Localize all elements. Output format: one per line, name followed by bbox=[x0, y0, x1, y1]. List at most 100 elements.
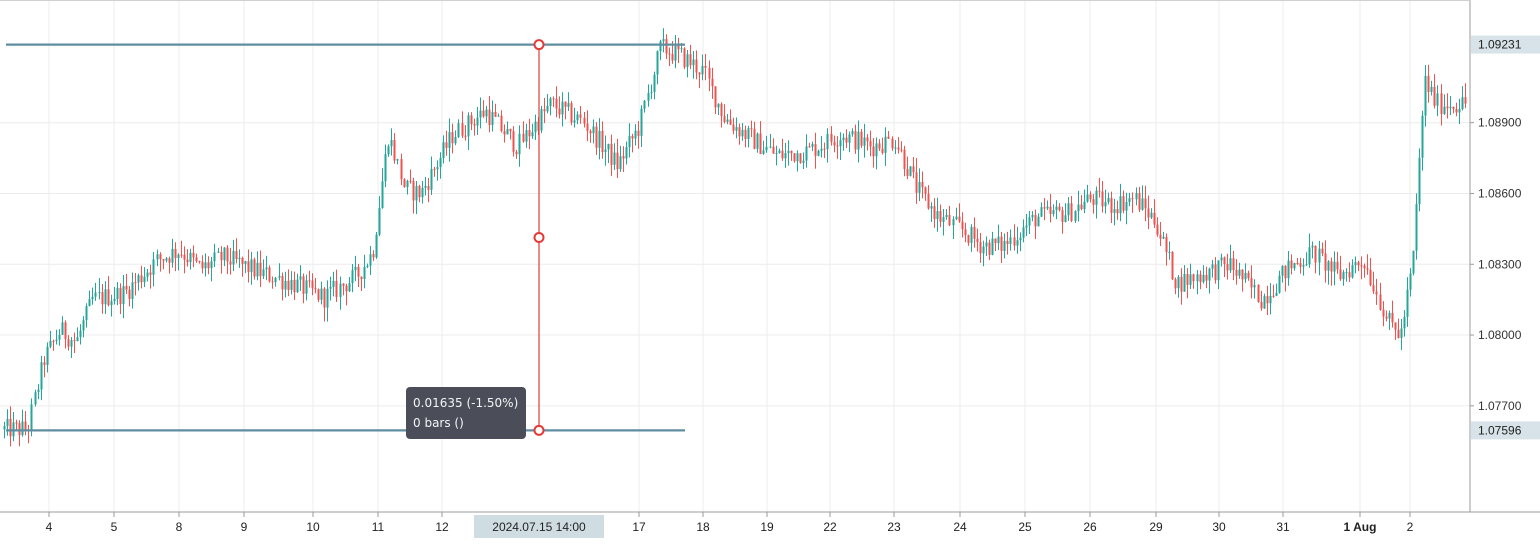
candle-body bbox=[625, 147, 628, 159]
measure-handle[interactable] bbox=[533, 231, 545, 243]
measure-handle[interactable] bbox=[533, 424, 545, 436]
candle-body bbox=[143, 276, 146, 283]
y-tick-label: 1.08600 bbox=[1478, 186, 1522, 200]
candle-body bbox=[979, 242, 982, 254]
candle-body bbox=[259, 262, 262, 277]
candle-body bbox=[759, 133, 762, 154]
candle-body bbox=[235, 250, 238, 260]
candle-body bbox=[37, 389, 40, 393]
candle-body bbox=[281, 276, 284, 290]
candle-body bbox=[387, 146, 390, 155]
candle-body bbox=[1208, 268, 1211, 281]
x-tick-label: 12 bbox=[435, 520, 449, 534]
candle-body bbox=[140, 275, 143, 283]
candle-body bbox=[232, 250, 235, 265]
candle-body bbox=[409, 180, 412, 182]
candle-body bbox=[1046, 206, 1049, 209]
candle-body bbox=[744, 129, 747, 140]
candle-body bbox=[528, 130, 531, 137]
candle-body bbox=[357, 266, 360, 277]
candle-body bbox=[162, 259, 165, 261]
candle-body bbox=[137, 275, 140, 283]
candle-body bbox=[1104, 202, 1107, 207]
candle-body bbox=[400, 159, 403, 180]
candle-body bbox=[689, 54, 692, 66]
candle-body bbox=[802, 160, 805, 163]
candle-body bbox=[1080, 204, 1083, 210]
candle-body bbox=[378, 208, 381, 235]
candle-body bbox=[82, 320, 85, 331]
candle-body bbox=[1006, 240, 1009, 244]
candle-body bbox=[799, 153, 802, 163]
candle-body bbox=[317, 289, 320, 300]
candle-body bbox=[637, 130, 640, 136]
candle-body bbox=[1357, 262, 1360, 266]
candle-body bbox=[393, 139, 396, 161]
candle-body bbox=[64, 322, 67, 340]
candle-body bbox=[576, 114, 579, 121]
candle-body bbox=[878, 143, 881, 149]
candle-body bbox=[1107, 197, 1110, 203]
candle-body bbox=[107, 289, 110, 306]
candle-body bbox=[961, 221, 964, 230]
candle-body bbox=[1443, 106, 1446, 114]
measure-handle[interactable] bbox=[533, 39, 545, 51]
candle-body bbox=[857, 131, 860, 150]
x-tick-label: 22 bbox=[823, 520, 837, 534]
price-label-high-bg bbox=[1471, 35, 1540, 54]
x-tick-label: 24 bbox=[953, 520, 967, 534]
candle-body bbox=[424, 186, 427, 188]
candle-body bbox=[1177, 276, 1180, 289]
candle-body bbox=[598, 130, 601, 148]
candle-body bbox=[866, 137, 869, 142]
candle-body bbox=[1074, 211, 1077, 221]
candle-body bbox=[973, 226, 976, 239]
candle-body bbox=[1180, 276, 1183, 292]
candle-body bbox=[94, 292, 97, 297]
candle-body bbox=[314, 288, 317, 290]
candle-body bbox=[1333, 261, 1336, 272]
candle-body bbox=[220, 251, 223, 261]
candle-body bbox=[506, 128, 509, 135]
candle-body bbox=[9, 418, 12, 437]
candle-body bbox=[1354, 262, 1357, 266]
x-tick-label: 23 bbox=[887, 520, 901, 534]
candle-body bbox=[1363, 265, 1366, 269]
candle-body bbox=[369, 254, 372, 266]
candle-body bbox=[796, 153, 799, 162]
candle-body bbox=[195, 257, 198, 261]
candle-body bbox=[1131, 198, 1134, 200]
x-tick-label: 8 bbox=[176, 520, 183, 534]
candle-body bbox=[631, 136, 634, 139]
candle-body bbox=[436, 167, 439, 170]
candle-body bbox=[67, 339, 70, 347]
candle-body bbox=[656, 51, 659, 75]
candle-body bbox=[183, 254, 186, 260]
candle-body bbox=[113, 299, 116, 302]
candle-body bbox=[781, 150, 784, 159]
candle-body bbox=[1055, 206, 1058, 211]
candle-body bbox=[1025, 225, 1028, 228]
candle-body bbox=[790, 150, 793, 154]
candle-body bbox=[674, 45, 677, 61]
candle-body bbox=[1217, 260, 1220, 281]
candle-body bbox=[1165, 236, 1168, 253]
candle-body bbox=[79, 330, 82, 338]
candle-body bbox=[1150, 212, 1153, 218]
candle-body bbox=[765, 146, 768, 151]
candle-body bbox=[1064, 215, 1067, 222]
candle-body bbox=[134, 282, 137, 284]
candle-body bbox=[201, 261, 204, 269]
candle-body bbox=[406, 180, 409, 188]
candle-body bbox=[6, 418, 9, 427]
candle-body bbox=[262, 269, 265, 277]
candle-body bbox=[522, 133, 525, 142]
candle-body bbox=[226, 247, 229, 262]
candle-body bbox=[171, 248, 174, 263]
candle-body bbox=[271, 281, 274, 283]
x-tick-label: 26 bbox=[1083, 520, 1097, 534]
candle-body bbox=[76, 337, 79, 342]
x-tick-label: 17 bbox=[632, 520, 646, 534]
